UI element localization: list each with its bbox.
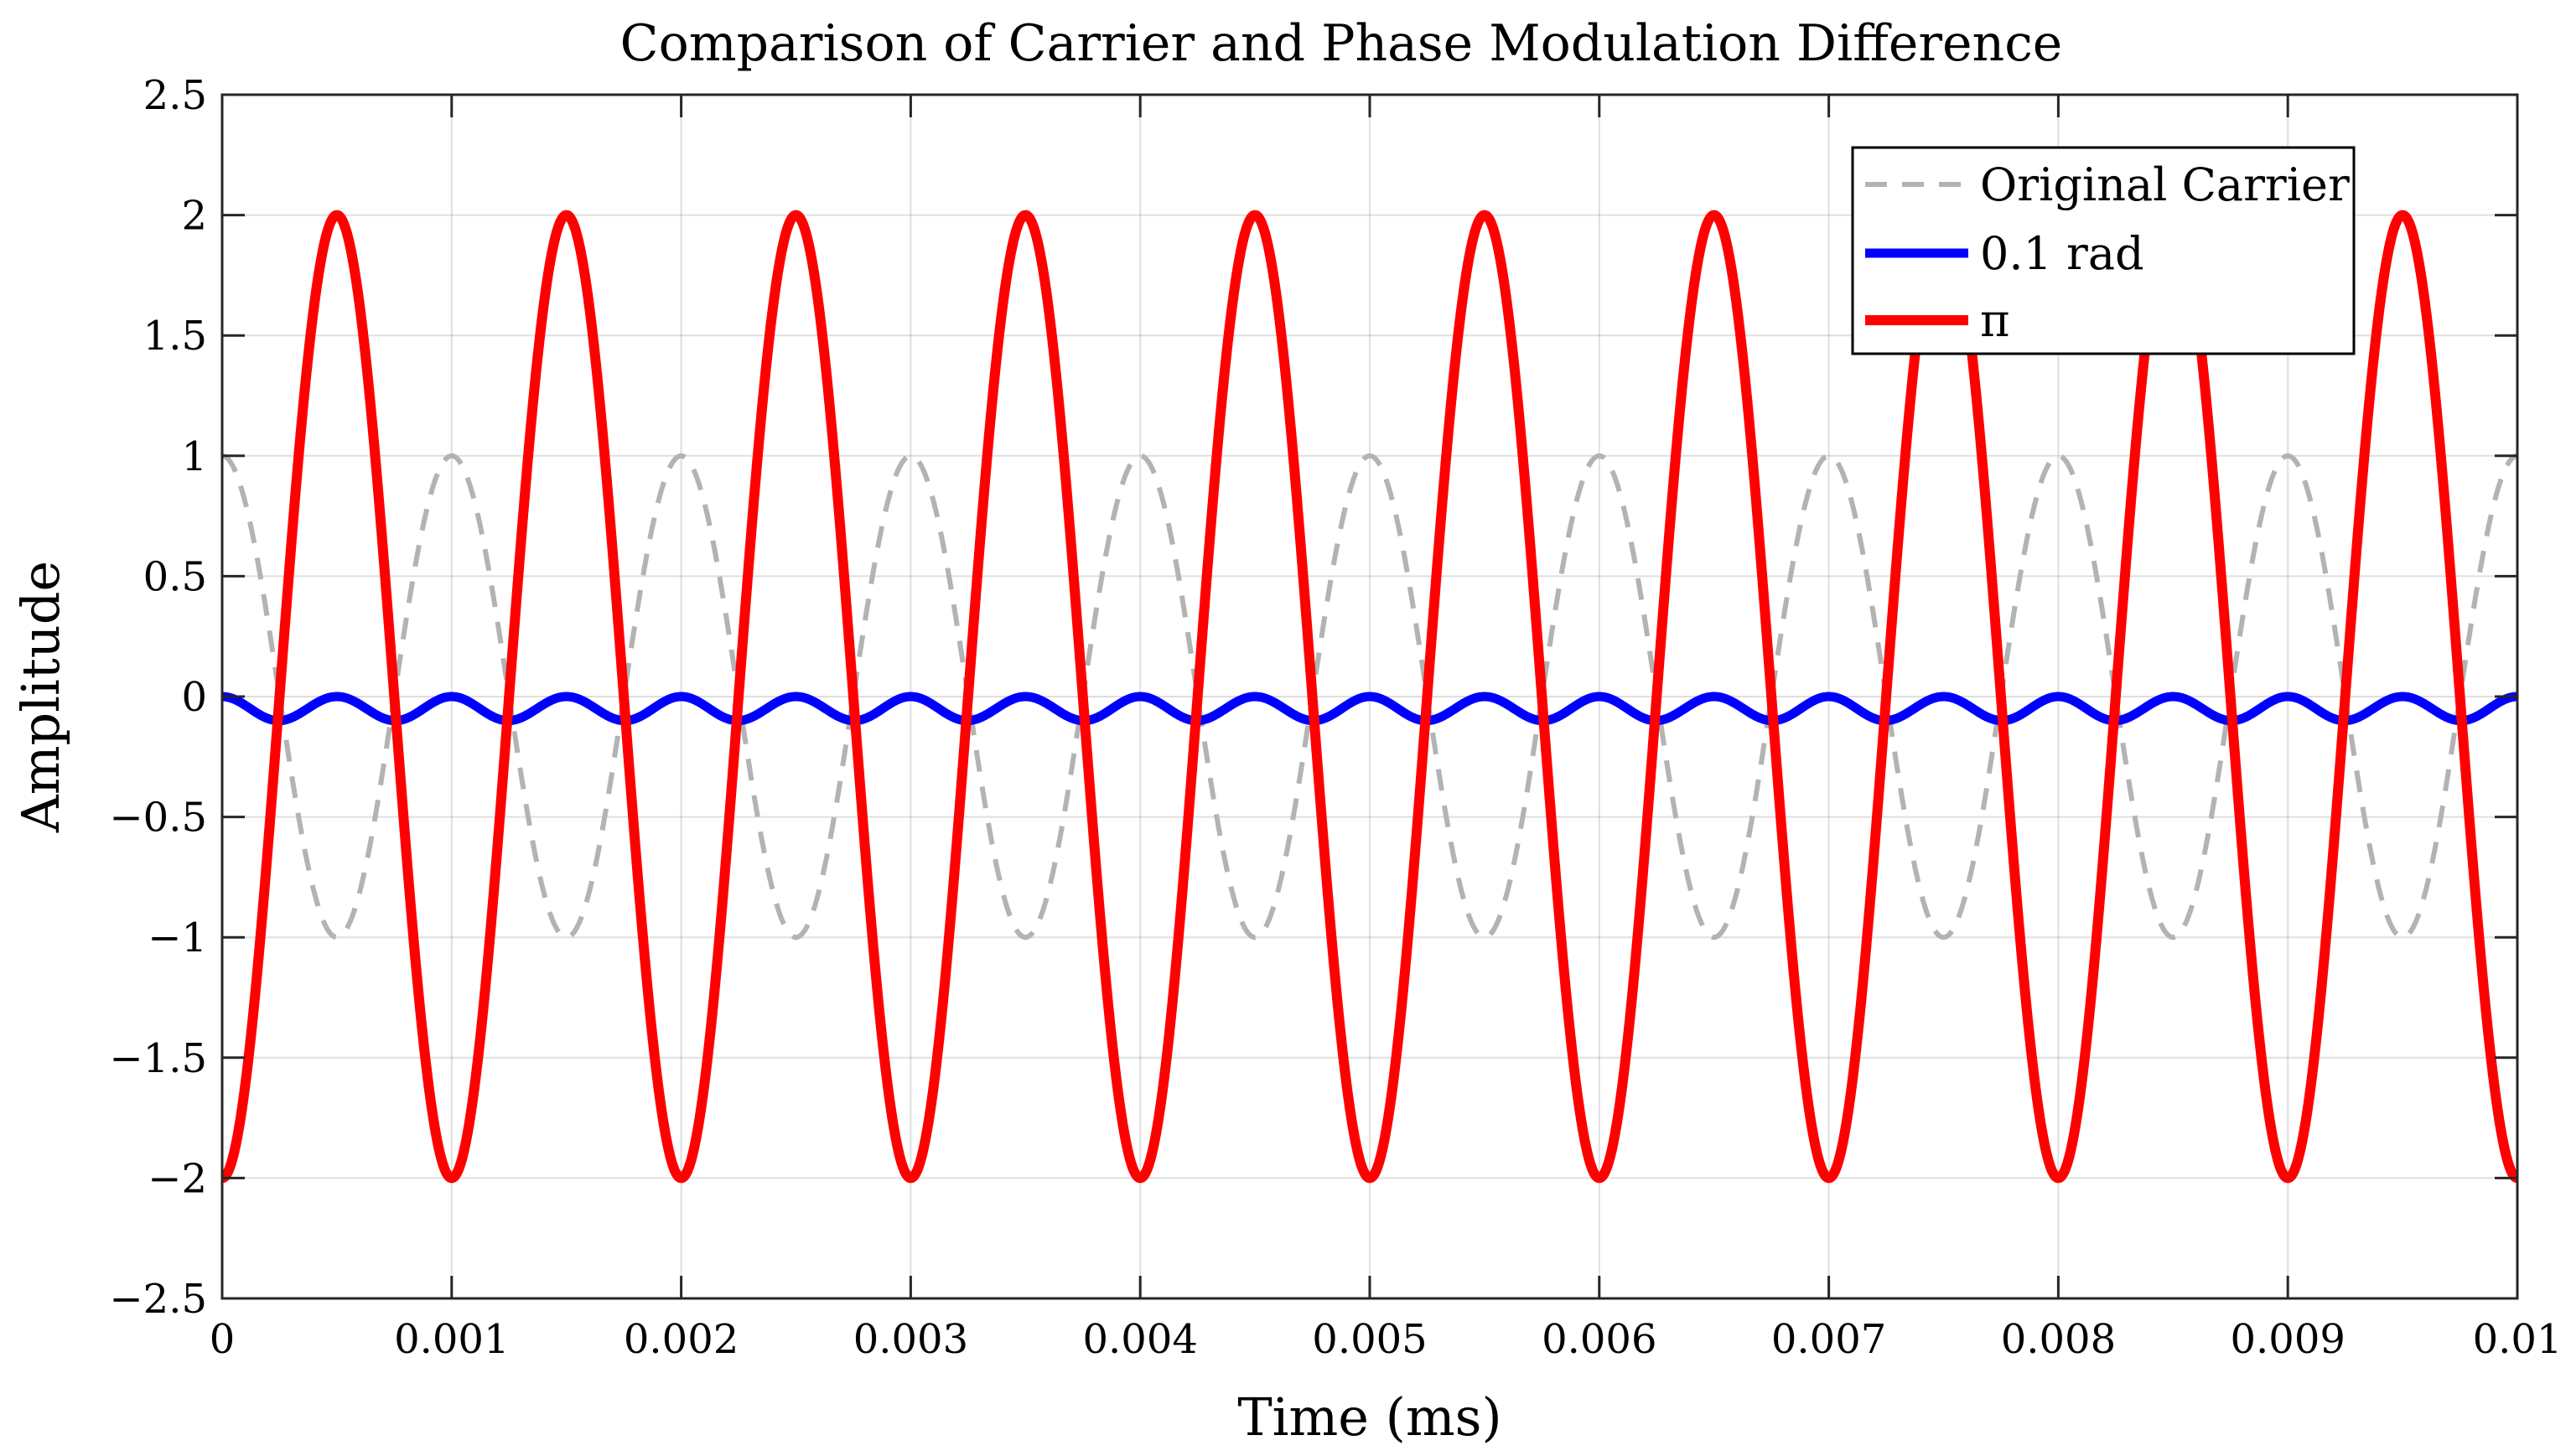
x-tick-label: 0.008: [2001, 1316, 2116, 1363]
y-tick-label: 1: [181, 433, 207, 480]
series-layer: [222, 210, 2517, 1184]
legend-entry-0-1-rad-label: 0.1 rad: [1980, 227, 2144, 280]
x-tick-label: 0.005: [1312, 1316, 1427, 1363]
y-tick-label: −1.5: [109, 1035, 207, 1082]
series-original-carrier: [222, 453, 2517, 940]
series-pi: [222, 210, 2517, 1184]
x-tick-label: 0.001: [394, 1316, 509, 1363]
y-tick-labels: 2.5 2 1.5 1 0.5 0 −0.5 −1 −1.5 −2 −2.5: [109, 72, 207, 1323]
legend-entry-pi-label: π: [1980, 294, 2010, 347]
legend: Original Carrier 0.1 rad π: [1851, 146, 2356, 355]
x-tick-label: 0.009: [2230, 1316, 2345, 1363]
x-tick-labels: 0 0.001 0.002 0.003 0.004 0.005 0.006 0.007 0.00…: [210, 1316, 2563, 1363]
x-tick-label: 0.01: [2473, 1316, 2563, 1363]
x-tick-label: 0.002: [624, 1316, 739, 1363]
y-tick-label: −2: [148, 1155, 207, 1202]
y-tick-label: −1: [148, 915, 207, 961]
y-tick-label: 0.5: [143, 553, 207, 600]
y-tick-label: 0: [181, 674, 207, 721]
x-tick-label: 0.007: [1771, 1316, 1886, 1363]
x-tick-label: 0: [210, 1316, 236, 1363]
y-tick-label: −2.5: [109, 1276, 207, 1323]
y-tick-label: 2.5: [143, 72, 207, 119]
x-tick-label: 0.006: [1542, 1316, 1656, 1363]
y-axis-label: Amplitude: [10, 561, 71, 833]
y-tick-label: 2: [181, 193, 207, 240]
series-0-1-rad: [222, 692, 2517, 726]
x-tick-label: 0.004: [1082, 1316, 1197, 1363]
x-tick-label: 0.003: [853, 1316, 968, 1363]
y-tick-label: 1.5: [143, 313, 207, 360]
plot-frame: [220, 93, 2519, 1300]
y-tick-label: −0.5: [109, 795, 207, 842]
chart-title: Comparison of Carrier and Phase Modulati…: [620, 14, 2063, 73]
legend-entry-original-carrier-label: Original Carrier: [1980, 158, 2350, 211]
x-axis-label: Time (ms): [1237, 1386, 1501, 1448]
